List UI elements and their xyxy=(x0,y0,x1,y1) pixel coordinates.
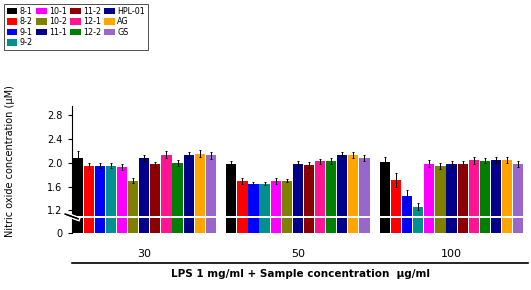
Bar xyxy=(281,181,292,282)
Bar xyxy=(304,218,314,233)
Bar xyxy=(293,218,303,233)
Text: 50: 50 xyxy=(291,249,305,259)
Bar xyxy=(435,166,446,282)
Bar xyxy=(237,181,247,282)
Bar xyxy=(458,164,468,282)
Bar xyxy=(447,164,457,282)
Bar xyxy=(513,218,523,233)
Bar xyxy=(271,218,281,233)
Text: 100: 100 xyxy=(441,249,462,259)
Bar xyxy=(195,154,205,282)
Bar xyxy=(380,162,390,282)
Bar xyxy=(237,218,247,233)
Bar xyxy=(117,167,127,282)
Bar xyxy=(315,162,325,282)
Bar xyxy=(106,166,116,282)
Bar xyxy=(161,155,172,282)
Bar xyxy=(205,155,216,282)
Bar xyxy=(304,165,314,282)
Bar xyxy=(95,166,105,282)
Bar xyxy=(84,166,94,282)
Bar xyxy=(402,196,412,282)
Bar xyxy=(513,164,523,282)
Bar xyxy=(139,158,149,282)
Bar xyxy=(424,218,434,233)
Bar xyxy=(195,218,205,233)
Bar xyxy=(249,218,259,233)
Bar xyxy=(106,218,116,233)
Bar xyxy=(128,218,138,233)
Bar xyxy=(337,218,347,233)
Bar xyxy=(348,155,358,282)
Text: 30: 30 xyxy=(137,249,151,259)
Text: Nitric oxide concentration (μM): Nitric oxide concentration (μM) xyxy=(5,85,14,237)
Bar xyxy=(315,218,325,233)
Bar xyxy=(326,162,336,282)
Bar xyxy=(479,218,490,233)
Bar xyxy=(249,184,259,282)
Bar xyxy=(139,218,149,233)
Bar xyxy=(491,218,501,233)
Bar xyxy=(95,218,105,233)
Bar xyxy=(458,218,468,233)
Bar xyxy=(117,218,127,233)
Bar xyxy=(502,160,512,282)
Bar xyxy=(84,218,94,233)
Legend: 8-1, 8-2, 9-1, 9-2, 10-1, 10-2, 11-1, 11-2, 12-1, 12-2, HPL-01, AG, GS: 8-1, 8-2, 9-1, 9-2, 10-1, 10-2, 11-1, 11… xyxy=(4,4,148,50)
Bar xyxy=(447,218,457,233)
Bar xyxy=(359,158,370,282)
Bar xyxy=(281,218,292,233)
Bar xyxy=(413,207,423,282)
Bar xyxy=(205,218,216,233)
Bar xyxy=(184,218,194,233)
Bar xyxy=(150,218,160,233)
Bar xyxy=(293,164,303,282)
Bar xyxy=(337,155,347,282)
Bar xyxy=(150,164,160,282)
Bar xyxy=(413,218,423,233)
Bar xyxy=(348,218,358,233)
Text: LPS 1 mg/ml + Sample concentration  μg/ml: LPS 1 mg/ml + Sample concentration μg/ml xyxy=(170,269,430,278)
Bar xyxy=(469,218,479,233)
Bar xyxy=(73,218,83,233)
Bar xyxy=(469,160,479,282)
Bar xyxy=(161,218,172,233)
Bar xyxy=(402,218,412,233)
Bar xyxy=(391,218,401,233)
Bar xyxy=(502,218,512,233)
Bar xyxy=(359,218,370,233)
Bar xyxy=(424,164,434,282)
Bar xyxy=(173,218,183,233)
Bar xyxy=(326,218,336,233)
Bar xyxy=(391,180,401,282)
Bar xyxy=(173,163,183,282)
Bar xyxy=(260,218,270,233)
Bar xyxy=(479,161,490,282)
Bar xyxy=(184,155,194,282)
Bar xyxy=(435,218,446,233)
Bar xyxy=(128,181,138,282)
Bar xyxy=(226,218,236,233)
Bar xyxy=(491,160,501,282)
Bar xyxy=(380,218,390,233)
Bar xyxy=(271,181,281,282)
Bar xyxy=(73,158,83,282)
Bar xyxy=(226,164,236,282)
Bar xyxy=(260,184,270,282)
